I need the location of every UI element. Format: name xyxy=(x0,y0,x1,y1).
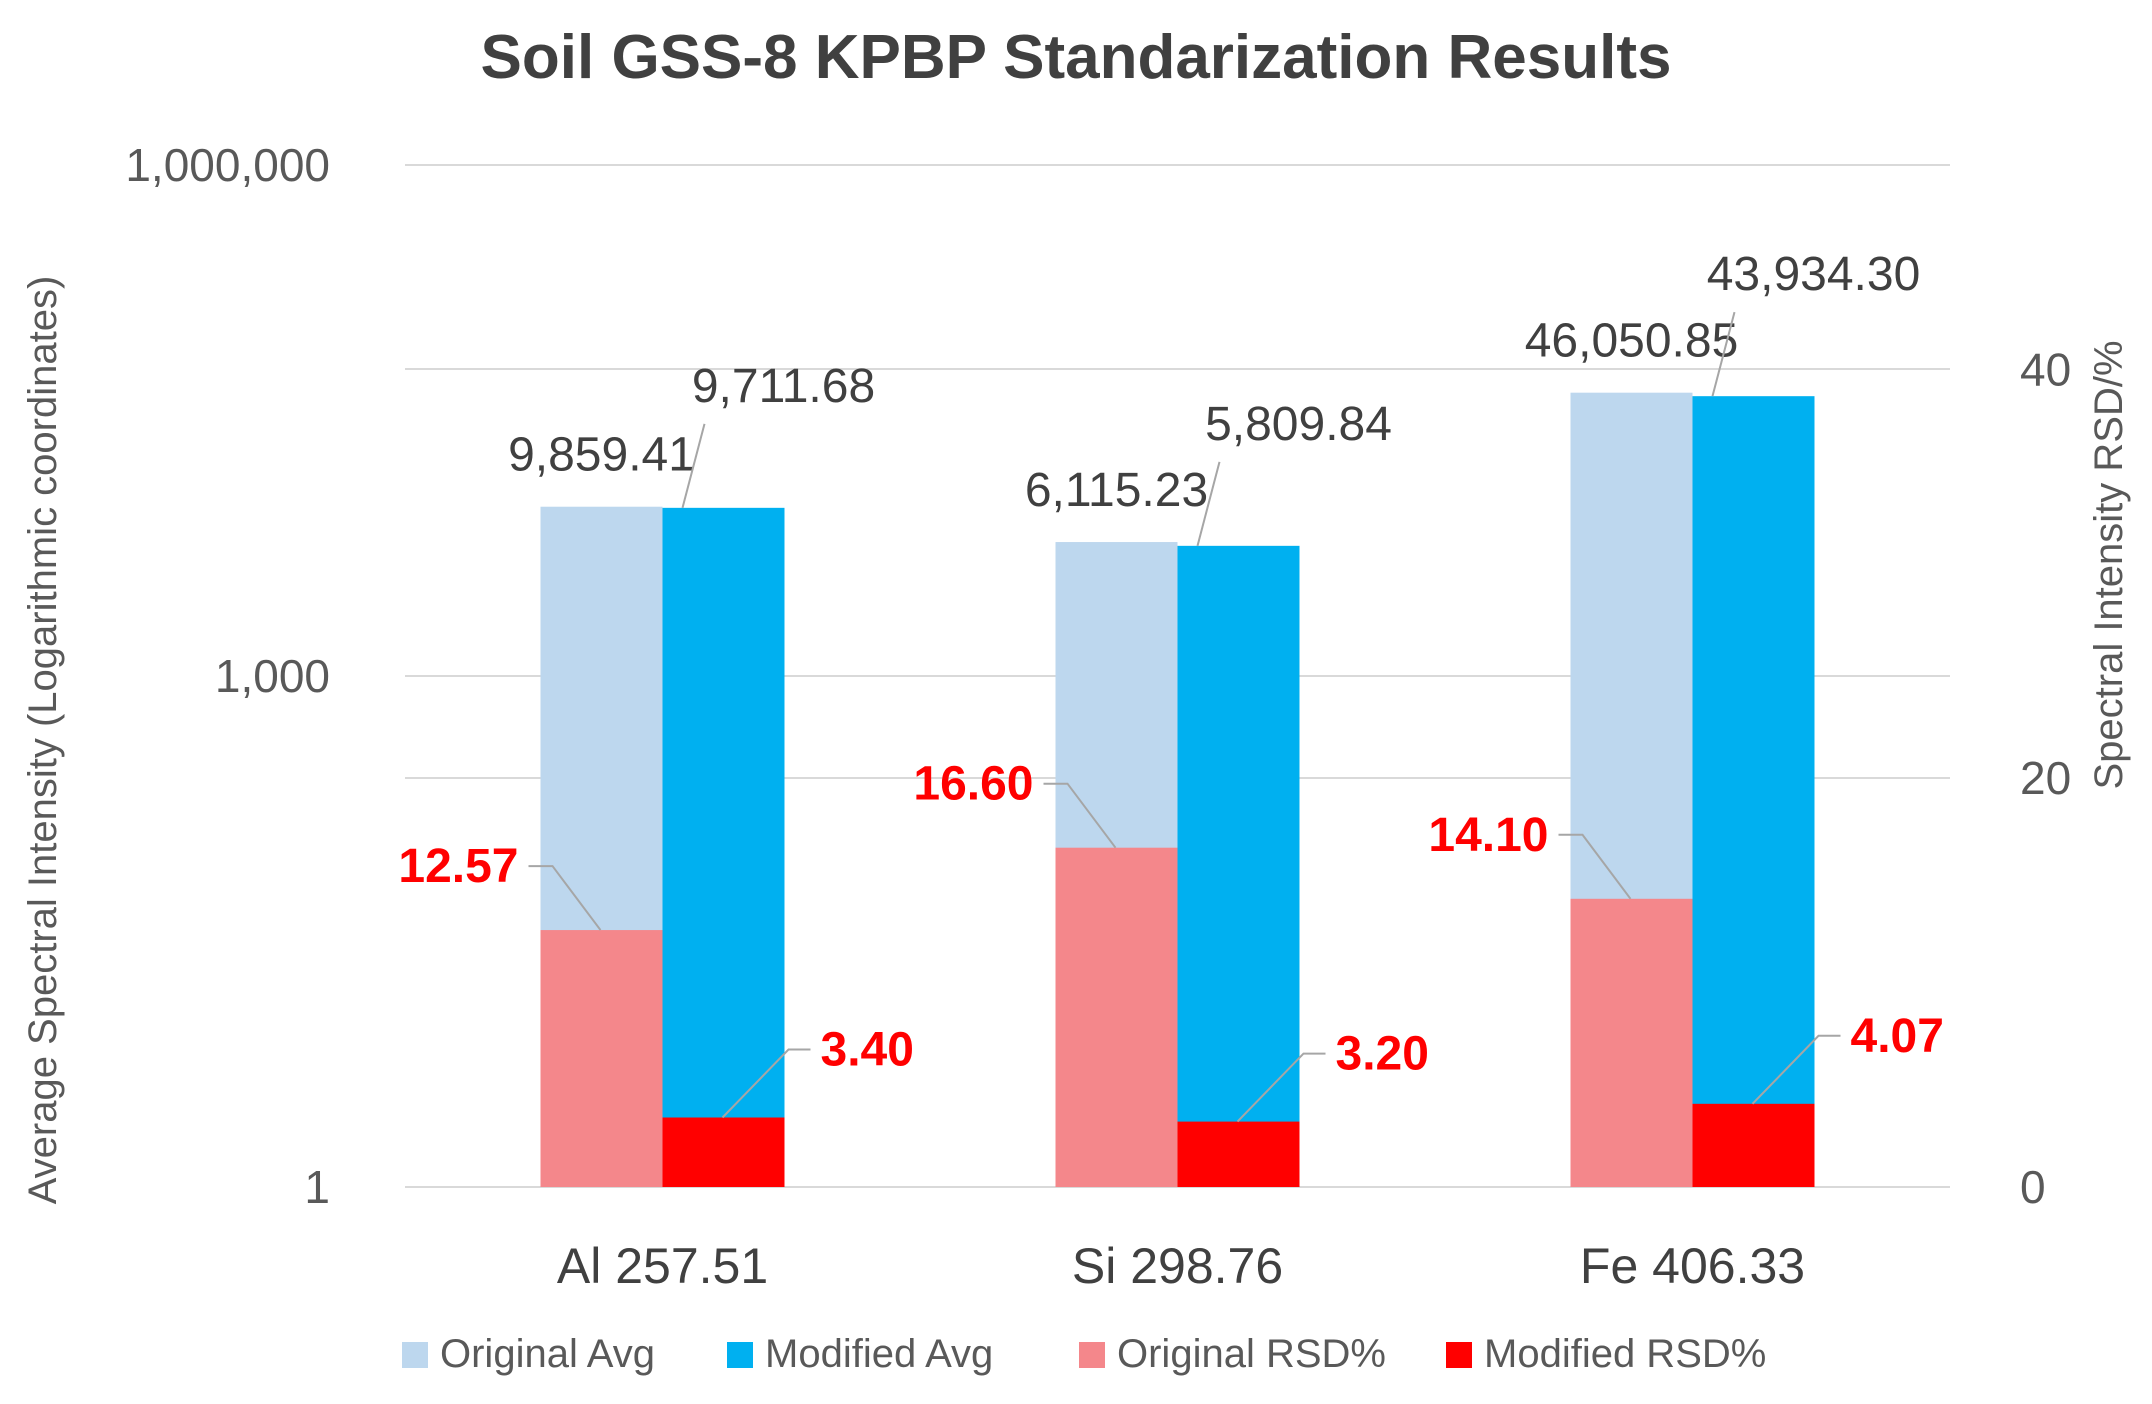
y-right-tick-label: 20 xyxy=(2020,752,2071,804)
label-modified-rsd: 3.40 xyxy=(821,1024,914,1077)
data-labels: Al 257.51 9,859.41 9,711.68 12.57 3.40 Si 298… xyxy=(398,248,1944,1294)
x-category-label: Al 257.51 xyxy=(557,1238,768,1294)
legend-swatch xyxy=(1079,1342,1105,1368)
label-original-rsd: 16.60 xyxy=(913,758,1033,811)
label-modified-avg: 5,809.84 xyxy=(1205,398,1392,451)
bars xyxy=(540,392,1815,1187)
y-left-tick-label: 1,000,000 xyxy=(125,139,330,191)
leader-original-rsd xyxy=(1558,833,1632,900)
axis-ticks: 1 1,000 1,000,000 0 20 40 xyxy=(125,139,2071,1213)
bar-modified-rsd xyxy=(662,1117,785,1187)
label-modified-rsd: 4.07 xyxy=(1851,1010,1944,1063)
legend-swatch xyxy=(727,1342,753,1368)
bar-original-rsd xyxy=(1570,898,1693,1187)
label-original-avg: 46,050.85 xyxy=(1525,315,1739,368)
leader-modified-rsd xyxy=(1236,1052,1326,1123)
legend-swatch xyxy=(1446,1342,1472,1368)
x-category-label: Fe 406.33 xyxy=(1580,1238,1805,1294)
y-left-tick-label: 1,000 xyxy=(215,650,330,702)
bar-modified-avg xyxy=(1692,396,1815,1187)
legend: Original Avg Modified Avg Original RSD% Mod… xyxy=(402,1332,1766,1376)
label-modified-rsd: 3.20 xyxy=(1336,1028,1429,1081)
x-category-label: Si 298.76 xyxy=(1072,1238,1283,1294)
legend-label: Modified Avg xyxy=(765,1332,993,1376)
y-right-tick-label: 40 xyxy=(2020,343,2071,395)
leader-original-rsd xyxy=(1043,782,1117,849)
bar-modified-avg xyxy=(1177,545,1300,1187)
y-left-tick-label: 1 xyxy=(304,1161,330,1213)
legend-swatch xyxy=(402,1342,428,1368)
bar-modified-rsd xyxy=(1177,1121,1300,1187)
leader-original-rsd xyxy=(528,865,602,931)
leader-modified-avg xyxy=(681,423,706,509)
legend-label: Modified RSD% xyxy=(1484,1332,1766,1376)
bar-original-rsd xyxy=(540,930,663,1187)
y-left-axis-title: Average Spectral Intensity (Logarithmic … xyxy=(21,276,65,1205)
chart-title: Soil GSS-8 KPBP Standarization Results xyxy=(481,23,1672,92)
leader-modified-rsd xyxy=(1751,1034,1841,1105)
label-modified-avg: 9,711.68 xyxy=(692,360,875,413)
label-original-rsd: 12.57 xyxy=(398,840,518,893)
label-modified-avg: 43,934.30 xyxy=(1707,248,1921,301)
bar-original-rsd xyxy=(1055,847,1178,1187)
leader-modified-avg xyxy=(1196,461,1221,547)
label-original-rsd: 14.10 xyxy=(1428,809,1548,862)
bar-modified-avg xyxy=(662,507,785,1187)
bar-modified-rsd xyxy=(1692,1103,1815,1187)
leader-modified-rsd xyxy=(721,1048,811,1119)
y-right-axis-title: Spectral Intensity RSD/% xyxy=(2087,340,2131,789)
leader-modified-avg xyxy=(1711,311,1736,397)
legend-label: Original Avg xyxy=(440,1332,655,1376)
label-original-avg: 9,859.41 xyxy=(508,429,695,482)
legend-label: Original RSD% xyxy=(1117,1332,1386,1376)
y-right-tick-label: 0 xyxy=(2020,1161,2046,1213)
label-original-avg: 6,115.23 xyxy=(1025,464,1208,517)
